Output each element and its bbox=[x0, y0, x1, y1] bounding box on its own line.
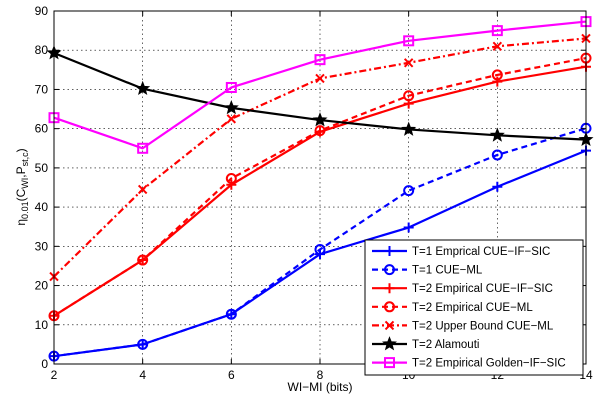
y-tick-label: 60 bbox=[35, 122, 49, 136]
y-tick-label: 10 bbox=[35, 318, 49, 332]
series-point bbox=[137, 142, 149, 154]
series-point bbox=[401, 121, 417, 136]
y-tick-label: 50 bbox=[35, 161, 49, 175]
series-line bbox=[53, 56, 587, 317]
series-point bbox=[315, 73, 325, 84]
series-point bbox=[492, 181, 503, 192]
series-4 bbox=[48, 52, 592, 322]
legend-marker bbox=[384, 246, 395, 256]
legend-entry: T=1 CUE−ML bbox=[372, 264, 483, 277]
series-point bbox=[492, 41, 503, 52]
x-axis-label: WI−MI (bits) bbox=[288, 380, 353, 394]
series-point bbox=[312, 112, 328, 127]
y-label-close: ) bbox=[14, 148, 28, 152]
y-label-open: (C bbox=[14, 188, 28, 201]
legend-label: T=2 Alamouti bbox=[412, 339, 479, 351]
series-line bbox=[53, 127, 587, 358]
y-tick-label: 90 bbox=[35, 4, 49, 18]
x-tick-label: 8 bbox=[317, 368, 324, 382]
legend-marker bbox=[384, 264, 395, 276]
legend-label: T=2 Empirical CUE−IF−SIC bbox=[412, 283, 553, 295]
series-point bbox=[314, 54, 326, 66]
series-point bbox=[403, 35, 415, 47]
y-tick-label: 0 bbox=[41, 357, 48, 371]
series-point bbox=[135, 80, 151, 96]
series-point bbox=[491, 69, 503, 81]
legend-entry: T=2 Empirical Golden−IF−SIC bbox=[372, 357, 566, 370]
series-point bbox=[137, 338, 149, 350]
series-point bbox=[314, 125, 326, 137]
series-point bbox=[223, 100, 239, 115]
series-point bbox=[492, 76, 503, 87]
y-tick-label: 70 bbox=[35, 82, 49, 96]
series-point bbox=[137, 254, 149, 266]
legend-label: T=1 Emprical CUE−IF−SIC bbox=[412, 246, 550, 258]
x-tick-label: 4 bbox=[139, 368, 146, 382]
legend-entry: T=2 Alamouti bbox=[372, 336, 479, 351]
series-point bbox=[314, 243, 326, 255]
legend-marker bbox=[382, 336, 397, 351]
series-point bbox=[403, 185, 415, 197]
series-5 bbox=[49, 33, 591, 282]
legend-marker bbox=[384, 301, 395, 313]
legend-marker bbox=[384, 283, 395, 294]
y-axis-label: η0.01(CWI,Pst,c) bbox=[14, 148, 30, 225]
series-point bbox=[226, 114, 237, 124]
legend-entry: T=2 Empirical CUE−ML bbox=[372, 301, 533, 314]
series-point bbox=[226, 179, 237, 190]
legend-label: T=2 Upper Bound CUE−ML bbox=[412, 320, 554, 332]
y-label-sub: 0.01 bbox=[20, 201, 30, 219]
series-point bbox=[491, 149, 503, 161]
series-point bbox=[225, 172, 237, 184]
x-tick-label: 2 bbox=[51, 368, 58, 382]
legend-label: T=2 Empirical CUE−ML bbox=[412, 302, 533, 314]
legend-entry: T=1 Emprical CUE−IF−SIC bbox=[372, 246, 550, 258]
x-tick-label: 6 bbox=[228, 368, 235, 382]
series-point bbox=[491, 25, 503, 37]
legend-entry: T=2 Empirical CUE−IF−SIC bbox=[372, 283, 553, 295]
legend-marker bbox=[384, 320, 395, 331]
legend-label: T=2 Empirical Golden−IF−SIC bbox=[412, 358, 566, 370]
series-point bbox=[403, 90, 415, 102]
series-point bbox=[225, 308, 237, 320]
series-point bbox=[403, 58, 414, 68]
y-tick-label: 40 bbox=[35, 200, 49, 214]
y-tick-label: 30 bbox=[35, 239, 49, 253]
ticks: 24681012140102030405060708090 bbox=[35, 4, 593, 382]
y-label-comma: ,P bbox=[14, 166, 28, 177]
y-label-wi: WI bbox=[20, 178, 30, 189]
series-point bbox=[137, 184, 148, 195]
series-line bbox=[53, 20, 587, 150]
series-point bbox=[489, 127, 505, 142]
y-label-st: st,c bbox=[20, 152, 30, 167]
y-tick-label: 80 bbox=[35, 43, 49, 57]
legend-label: T=1 CUE−ML bbox=[412, 265, 483, 277]
legend-box bbox=[364, 239, 584, 376]
legend-marker bbox=[384, 357, 395, 369]
y-label-eta: η bbox=[14, 219, 28, 226]
legend: T=1 Emprical CUE−IF−SIC T=1 CUE−ML T=2 Emp… bbox=[364, 239, 584, 376]
series-point bbox=[225, 81, 237, 93]
y-tick-label: 20 bbox=[35, 279, 49, 293]
series-point bbox=[403, 222, 414, 233]
legend-entry: T=2 Upper Bound CUE−ML bbox=[372, 320, 554, 332]
series-layer bbox=[46, 16, 594, 362]
